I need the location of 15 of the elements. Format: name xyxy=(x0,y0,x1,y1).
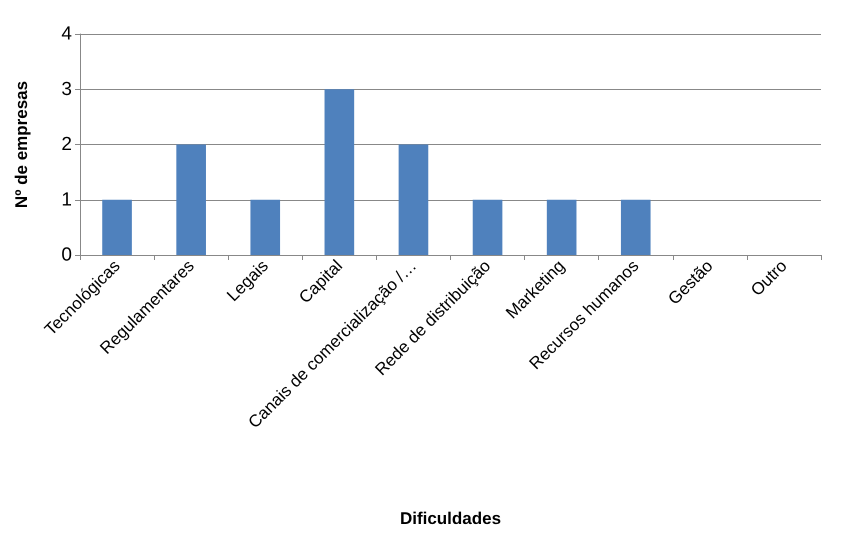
bar xyxy=(176,144,206,255)
y-tick-label: 4 xyxy=(61,24,72,44)
y-tick-label: 2 xyxy=(61,134,72,155)
y-tick-label: 3 xyxy=(61,78,72,100)
bar xyxy=(472,200,502,255)
bar xyxy=(546,200,576,255)
bar xyxy=(250,200,280,255)
bar xyxy=(324,89,354,255)
y-tick-label: 1 xyxy=(61,189,72,210)
y-tick-label: 0 xyxy=(61,244,72,266)
bar xyxy=(102,200,132,255)
bar xyxy=(398,144,428,255)
y-axis-title: Nº de empresas xyxy=(12,80,31,208)
x-axis-title: Dificuldades xyxy=(400,509,502,528)
bar xyxy=(620,200,651,255)
